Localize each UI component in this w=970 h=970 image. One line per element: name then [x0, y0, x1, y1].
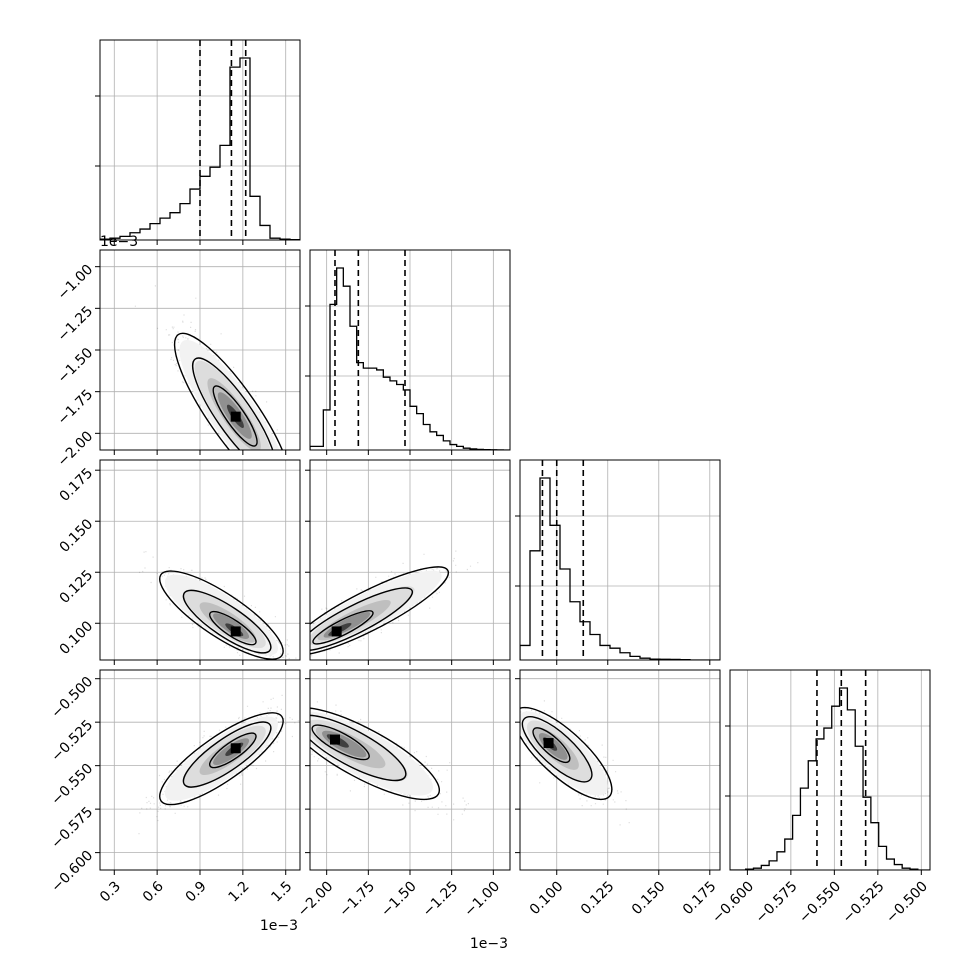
histogram-line-p2	[520, 477, 720, 660]
contour-line	[310, 706, 441, 801]
density-peak	[331, 626, 342, 637]
x-offset-label-p0: 1e−3	[260, 918, 298, 934]
y-offset-label-p1: 1e−3	[100, 234, 138, 250]
density-peak	[230, 626, 241, 637]
scatter-panel-p0-p2	[95, 459, 301, 665]
contour-line	[192, 357, 276, 450]
contour-line	[310, 566, 450, 656]
contour-line	[310, 714, 407, 782]
histogram-panel-p1	[305, 249, 511, 455]
contour-line	[311, 724, 370, 761]
panel-frame	[99, 249, 301, 451]
panel-frame	[99, 39, 301, 241]
sample-points	[520, 700, 630, 826]
histogram-panel-p0	[95, 39, 301, 245]
x-offset-label-p1: 1e−3	[470, 936, 508, 952]
panel-frame	[309, 459, 511, 661]
panel-frame	[99, 669, 301, 871]
contour-line	[312, 610, 374, 645]
contour-line	[209, 610, 257, 646]
histogram-line-p3	[730, 687, 930, 870]
contour-line	[182, 589, 272, 654]
scatter-panel-p1-p2	[305, 459, 511, 665]
histogram-panel-p3	[725, 669, 931, 875]
contour-line	[159, 712, 284, 806]
panel-frame	[729, 669, 931, 871]
contour-line	[520, 706, 613, 801]
histogram-line-p1	[310, 267, 510, 450]
density-peak	[230, 743, 241, 754]
scatter-panel-p0-p3	[95, 669, 301, 875]
histogram-panel-p2	[515, 459, 721, 665]
scatter-panel-p0-p1	[95, 249, 301, 455]
contour-line	[521, 716, 593, 783]
contour-line	[310, 587, 414, 652]
panel-frame	[519, 459, 721, 661]
panel-frame	[309, 669, 511, 871]
scatter-panel-p2-p3	[515, 669, 721, 875]
density-peak	[330, 734, 340, 745]
panel-frame	[309, 249, 511, 451]
contour-line	[173, 332, 292, 450]
density-peak	[543, 738, 554, 749]
contour-line	[159, 570, 284, 660]
sample-points	[139, 551, 297, 660]
contour-line	[182, 721, 272, 788]
panel-frame	[99, 459, 301, 661]
contour-line	[209, 732, 257, 769]
contour-line	[212, 385, 258, 447]
scatter-panel-p1-p3	[305, 669, 511, 875]
density-peak	[230, 411, 241, 422]
contour-line	[532, 727, 571, 764]
panel-frame	[519, 669, 721, 871]
